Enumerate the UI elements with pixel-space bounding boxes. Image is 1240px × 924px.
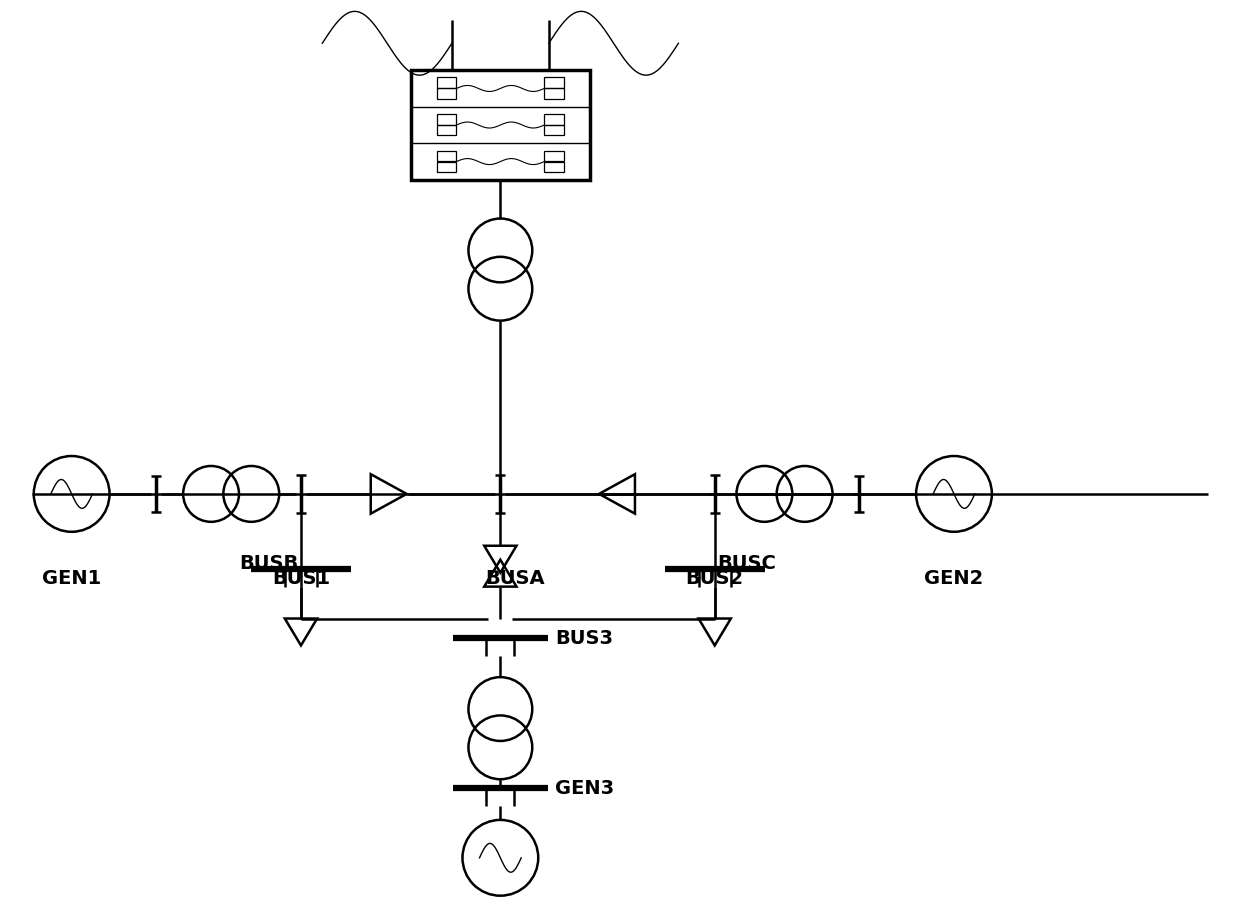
Text: BUSA: BUSA xyxy=(486,568,546,588)
Text: BUS1: BUS1 xyxy=(272,568,330,588)
Bar xyxy=(436,125,456,136)
Text: GEN2: GEN2 xyxy=(924,568,983,588)
Bar xyxy=(544,151,564,161)
Text: BUS3: BUS3 xyxy=(556,629,614,648)
Bar xyxy=(544,114,564,125)
Bar xyxy=(544,89,564,99)
Bar xyxy=(410,70,590,180)
Text: BUS2: BUS2 xyxy=(686,568,744,588)
Bar xyxy=(544,125,564,136)
Bar xyxy=(436,114,456,125)
Bar xyxy=(544,162,564,172)
Bar xyxy=(436,89,456,99)
Text: BUSB: BUSB xyxy=(239,554,299,573)
Text: GEN1: GEN1 xyxy=(42,568,102,588)
Text: BUSC: BUSC xyxy=(718,554,776,573)
Bar xyxy=(436,151,456,161)
Bar xyxy=(436,78,456,88)
Bar xyxy=(436,162,456,172)
Bar xyxy=(544,78,564,88)
Text: GEN3: GEN3 xyxy=(556,779,614,797)
